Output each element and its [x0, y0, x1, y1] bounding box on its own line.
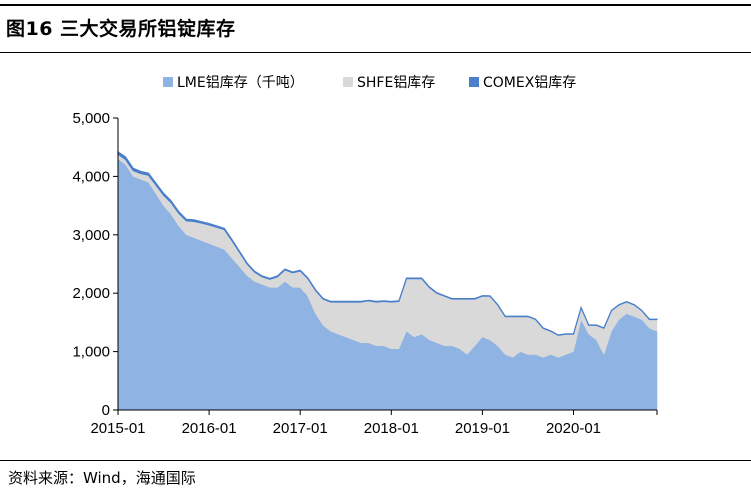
title-rule [0, 52, 751, 53]
y-tick-label: 5,000 [72, 110, 110, 127]
axes-group [113, 117, 658, 415]
legend-swatch [469, 77, 479, 87]
area-series-1 [117, 158, 658, 411]
bottom-rule [0, 460, 751, 461]
x-tick-label: 2018-01 [364, 420, 419, 437]
top-rule [0, 4, 751, 6]
tick-labels-group: 0 1,000 2,000 3,000 4,000 5,000 2015-01 2016-01… [72, 110, 601, 437]
legend-label: LME铝库存（千吨） [177, 75, 304, 91]
x-tick-label: 2019-01 [455, 420, 510, 437]
legend-swatch [343, 77, 353, 87]
y-tick-label: 1,000 [72, 344, 110, 361]
y-tick-label: 0 [102, 402, 110, 419]
figure-title: 图16 三大交易所铝锭库存 [6, 18, 236, 40]
legend-label: COMEX铝库存 [483, 75, 576, 91]
source-note: 资料来源：Wind，海通国际 [8, 469, 196, 487]
area-series-group [117, 150, 658, 411]
legend: LME铝库存（千吨） SHFE铝库存 COMEX铝库存 [163, 75, 576, 91]
x-tick-label: 2020-01 [546, 420, 601, 437]
x-tick-label: 2015-01 [90, 420, 145, 437]
x-tick-label: 2016-01 [182, 420, 237, 437]
y-tick-label: 2,000 [72, 285, 110, 302]
y-tick-label: 4,000 [72, 168, 110, 185]
y-tick-label: 3,000 [72, 227, 110, 244]
legend-swatch [163, 77, 173, 87]
legend-label: SHFE铝库存 [357, 75, 435, 91]
area-series-3 [117, 150, 658, 336]
x-tick-label: 2017-01 [273, 420, 328, 437]
